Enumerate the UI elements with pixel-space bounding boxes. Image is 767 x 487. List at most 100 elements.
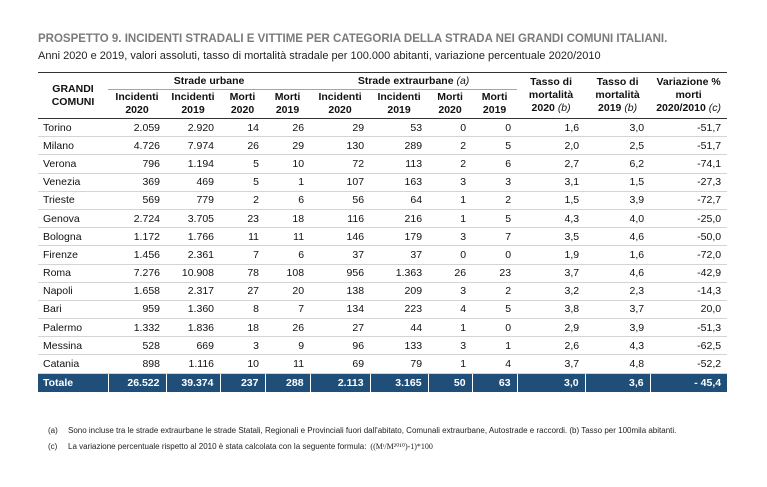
title: PROSPETTO 9. INCIDENTI STRADALI E VITTIM… [38,33,668,45]
cell-value: 27 [310,318,371,337]
cell-value: 23 [220,208,265,228]
cell-value: 2,0 [517,136,586,155]
cell-value: 4,8 [585,354,651,374]
city-name: Messina [38,336,108,355]
total-value: 50 [427,372,473,392]
table-row: Trieste 569 779 2 6 56 64 1 2 1,5 3,9 -72,7 [38,190,728,210]
cell-value: 134 [310,299,371,319]
cell-value: 2 [472,190,518,210]
cell-value: 69 [310,354,371,374]
table-row: Palermo 1.332 1.836 18 26 27 44 1 0 2,9 3,9 -51,3 [38,318,728,337]
cell-value: 4,3 [517,208,586,228]
cell-value: 14 [220,117,265,137]
cell-value: 20 [265,281,311,301]
city-name: Verona [38,154,108,174]
cell-value: 4.726 [108,136,166,155]
cell-value: 11 [220,227,265,246]
cell-value: 53 [370,117,429,137]
cell-value: -25,0 [650,208,728,228]
cell-value: 2 [472,281,518,301]
cell-value: -74,1 [650,154,728,174]
column-header: Morti 2019 [472,89,518,119]
cell-value: 223 [370,299,429,319]
cell-value: 1,5 [517,190,586,210]
data-table: GRANDI COMUNI Strade urbane Strade extraur… [38,72,728,392]
city-name: Napoli [38,281,108,301]
city-name: Venezia [38,172,108,192]
cell-value: 959 [108,299,166,319]
cell-value: 3,9 [585,190,651,210]
total-row: Totale 26.522 39.374 237 288 2.113 3.165 50 63 3,… [38,372,728,392]
cell-value: 0 [472,318,518,337]
header-label: Tasso di mortalità 2020 [528,76,574,114]
cell-value: 3 [428,281,473,301]
cell-value: 1.363 [370,263,429,283]
cell-value: 133 [370,336,429,355]
cell-value: -42,9 [650,263,728,283]
cell-value: 1.172 [108,227,166,246]
city-name: Roma [38,263,108,283]
note-text: La variazione percentuale rispetto al 20… [68,442,367,451]
cell-value: 18 [265,208,311,228]
note-text: Sono incluse tra le strade extraurbane l… [68,426,677,435]
table-row: Roma 7.276 10.908 78 108 956 1.363 26 23 3,7 4,6 -4… [38,263,728,283]
cell-value: 2,3 [585,281,651,301]
group-header: Strade urbane [108,72,311,90]
subtitle: Anni 2020 e 2019, valori assoluti, tasso… [38,50,601,62]
note-mark: (c) [48,442,58,451]
cell-value: 1,6 [585,245,651,264]
cell-value: 3.705 [166,208,220,228]
cell-value: 108 [265,263,311,283]
cell-value: 1.456 [108,245,166,264]
cell-value: 27 [220,281,265,301]
cell-value: 1 [428,354,473,374]
cell-value: 163 [370,172,429,192]
cell-value: 64 [370,190,429,210]
cell-value: 2.317 [166,281,220,301]
cell-value: 1,5 [585,172,651,192]
cell-value: 4 [472,354,518,374]
column-header: Morti 2020 [428,89,473,119]
total-value: 26.522 [107,372,166,392]
cell-value: 1 [428,318,473,337]
cell-value: 3,0 [585,117,651,137]
cell-value: 10.908 [166,263,220,283]
cell-value: 1.766 [166,227,220,246]
table-row: Bologna 1.172 1.766 11 11 146 179 3 7 3,5 4,6 -50,0 [38,227,728,246]
cell-value: 0 [472,245,518,264]
column-header: Morti 2020 [220,89,265,119]
column-header: Incidenti 2020 [108,89,166,119]
cell-value: 3,5 [517,227,586,246]
table-row: Catania 898 1.116 10 11 69 79 1 4 3,7 4,8 -52,2 [38,354,728,374]
cell-value: -51,7 [650,117,728,137]
cell-value: 37 [310,245,371,264]
cell-value: 1 [428,208,473,228]
cell-value: 6,2 [585,154,651,174]
group-header: Strade extraurbane (a) [310,72,518,90]
cell-value: 1,6 [517,117,586,137]
city-name: Trieste [38,190,108,210]
header-row: GRANDI COMUNI Strade urbane Strade extraur… [38,72,728,119]
cell-value: 2,9 [517,318,586,337]
cell-value: 56 [310,190,371,210]
note-mark: (a) [48,426,58,435]
cell-value: 29 [265,136,311,155]
cell-value: 26 [428,263,473,283]
city-name: Genova [38,208,108,228]
header-note: (a) [456,74,470,87]
cell-value: 3 [472,172,518,192]
cell-value: 669 [166,336,220,355]
cell-value: 9 [265,336,311,355]
column-header: Incidenti 2019 [370,89,429,119]
cell-value: 3,9 [585,318,651,337]
cell-value: -27,3 [650,172,728,192]
total-label: Totale [38,372,108,392]
cell-value: 2,7 [517,154,586,174]
cell-value: 7.974 [166,136,220,155]
city-name: Palermo [38,318,108,337]
total-value: 3,6 [584,372,651,392]
cell-value: 96 [310,336,371,355]
cell-value: 113 [370,154,429,174]
cell-value: 1,9 [517,245,586,264]
